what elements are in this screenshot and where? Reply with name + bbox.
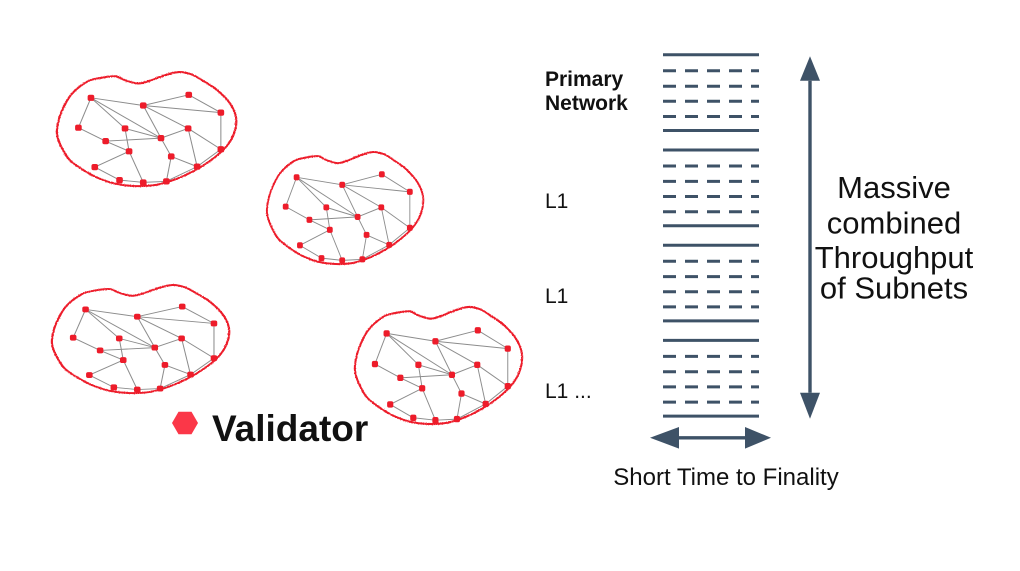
svg-text:combined: combined	[827, 206, 961, 241]
svg-text:Network: Network	[545, 92, 628, 115]
svg-text:Massive: Massive	[837, 170, 951, 205]
svg-text:of Subnets: of Subnets	[820, 271, 968, 306]
svg-text:L1 ...: L1 ...	[545, 380, 592, 403]
svg-text:Validator: Validator	[212, 408, 368, 449]
svg-text:Primary: Primary	[545, 68, 624, 91]
svg-text:Short Time to Finality: Short Time to Finality	[613, 464, 838, 491]
svg-text:L1: L1	[545, 285, 568, 308]
svg-text:L1: L1	[545, 190, 568, 213]
